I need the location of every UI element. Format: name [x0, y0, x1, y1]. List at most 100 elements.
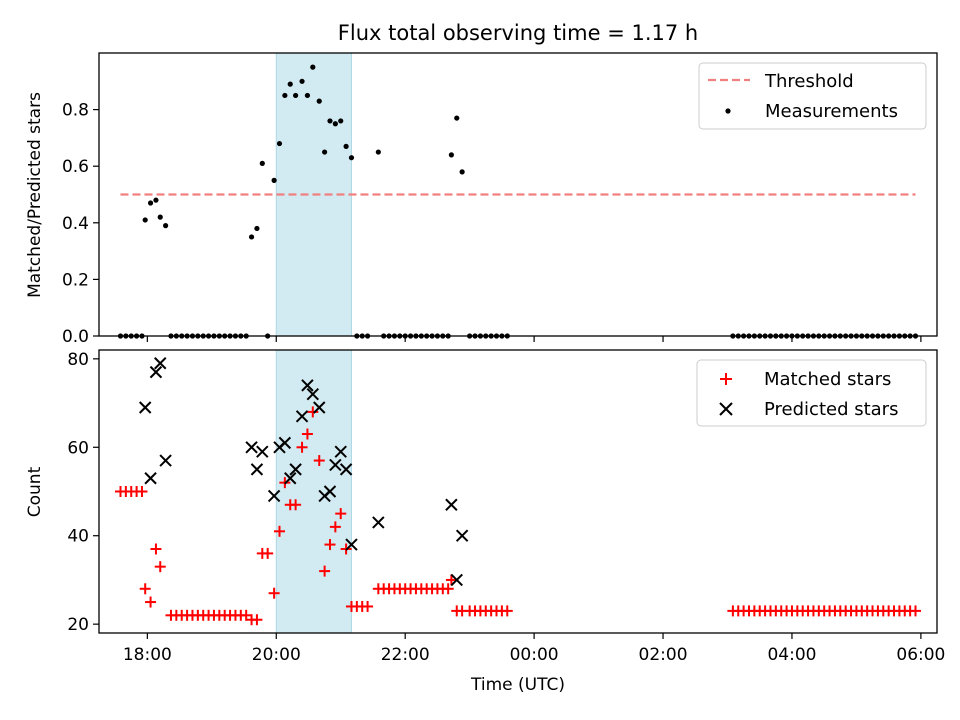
- measurement-point: [338, 118, 344, 124]
- predicted-star-point: [372, 516, 385, 529]
- top-ytick-label: 0.8: [62, 101, 89, 121]
- predicted-star-point: [138, 401, 152, 414]
- measurement-point: [327, 118, 333, 124]
- predicted-star-point: [334, 445, 347, 458]
- predicted-star-point: [144, 472, 157, 485]
- measurement-point: [157, 214, 163, 220]
- xtick-label: 04:00: [767, 645, 816, 665]
- measurement-point: [254, 225, 260, 232]
- predicted-star-point: [278, 436, 292, 450]
- predicted-star-point: [313, 401, 326, 414]
- bottom-observing-span: [275, 349, 352, 634]
- matched-star-point: [335, 508, 347, 520]
- predicted-star-point: [329, 458, 342, 472]
- measurement-point: [375, 149, 381, 155]
- predicted-star-point: [455, 529, 469, 542]
- bottom-ytick-label: 80: [67, 350, 89, 370]
- measurement-point: [332, 121, 338, 127]
- legend-matched-label: Matched stars: [764, 369, 891, 390]
- measurement-point: [448, 152, 454, 158]
- matched-star-point: [329, 521, 341, 533]
- matched-star-point: [139, 583, 151, 595]
- x-axis-label: Time (UTC): [470, 675, 565, 695]
- matched-star-point: [301, 428, 313, 440]
- predicted-star-point: [159, 454, 172, 467]
- measurement-point: [304, 92, 311, 99]
- predicted-star-point: [323, 485, 337, 498]
- bottom-ytick-label: 40: [67, 527, 89, 547]
- matched-star-point: [313, 455, 325, 467]
- matched-star-point: [442, 583, 454, 595]
- measurement-point: [153, 197, 159, 203]
- measurement-point: [322, 149, 328, 155]
- measurement-point: [310, 64, 316, 70]
- matched-star-point: [136, 486, 148, 497]
- measurement-point: [282, 92, 288, 99]
- bottom-legend: Matched stars Predicted stars: [696, 359, 927, 427]
- measurement-point: [142, 217, 148, 223]
- predicted-star-point: [301, 379, 314, 392]
- top-y-axis-label: Matched/Predicted stars: [25, 92, 45, 298]
- predicted-star-point: [345, 538, 358, 551]
- predicted-star-point: [295, 410, 309, 423]
- measurement-point: [147, 200, 154, 206]
- measurement-point: [348, 155, 355, 161]
- matched-star-point: [307, 406, 319, 418]
- bottom-ytick-label: 60: [67, 438, 89, 458]
- xtick-label: 00:00: [510, 645, 559, 665]
- top-legend: Threshold Measurements: [698, 62, 927, 130]
- measurement-point: [276, 140, 283, 147]
- matched-star-point: [910, 605, 922, 617]
- matched-star-point: [319, 565, 331, 577]
- measurement-point: [163, 223, 169, 229]
- measurement-point: [293, 92, 299, 99]
- measurement-point: [316, 98, 322, 104]
- xtick-label: 02:00: [639, 645, 688, 665]
- matched-star-point: [362, 600, 374, 612]
- xtick-label: 06:00: [896, 645, 945, 665]
- top-ytick-label: 0.2: [62, 270, 89, 290]
- predicted-star-point: [450, 573, 463, 587]
- xtick-label: 18:00: [123, 645, 172, 665]
- matched-star-point: [501, 605, 513, 617]
- predicted-star-point: [245, 441, 258, 454]
- predicted-star-point: [256, 445, 269, 458]
- matched-star-point: [296, 441, 308, 453]
- measurement-point: [343, 143, 349, 149]
- measurement-point: [287, 81, 293, 87]
- legend-matched-swatch: [720, 373, 732, 385]
- matched-star-point: [145, 596, 157, 608]
- measurement-point: [259, 160, 265, 166]
- top-ytick-label: 0.6: [62, 157, 89, 177]
- predicted-star-point: [267, 489, 281, 503]
- matched-star-point: [290, 499, 302, 511]
- top-ytick-label: 0.0: [62, 327, 89, 347]
- predicted-star-point: [284, 472, 297, 485]
- matched-star-point: [262, 547, 274, 559]
- measurement-point: [248, 234, 255, 240]
- predicted-star-point: [149, 365, 163, 379]
- bottom-panel: 20 40 60 80 18:00 20:00 22:00 00:00 02:00 04:00 0…: [25, 349, 945, 695]
- measurement-point: [454, 115, 460, 121]
- matched-star-point: [150, 543, 162, 555]
- top-ytick-label: 0.4: [62, 214, 89, 234]
- measurement-point: [299, 78, 305, 84]
- xtick-label: 22:00: [381, 645, 430, 665]
- chart-title: Flux total observing time = 1.17 h: [338, 21, 698, 45]
- legend-predicted-swatch: [719, 402, 733, 416]
- matched-star-point: [251, 614, 263, 626]
- xtick-label: 20:00: [252, 645, 301, 665]
- matched-star-point: [268, 587, 280, 599]
- matched-star-point: [445, 574, 457, 586]
- top-axes-frame: [98, 52, 938, 337]
- predicted-star-point: [154, 357, 167, 370]
- legend-measurements-label: Measurements: [765, 101, 898, 122]
- bottom-ytick-label: 20: [67, 615, 89, 635]
- measurement-point: [271, 177, 277, 183]
- legend-threshold-label: Threshold: [764, 71, 854, 92]
- top-panel: 0.00.20.40.60.8 Matched/Predicted stars …: [25, 52, 938, 347]
- legend-predicted-label: Predicted stars: [764, 399, 898, 420]
- predicted-star-point: [339, 463, 353, 476]
- predicted-star-point: [250, 463, 264, 476]
